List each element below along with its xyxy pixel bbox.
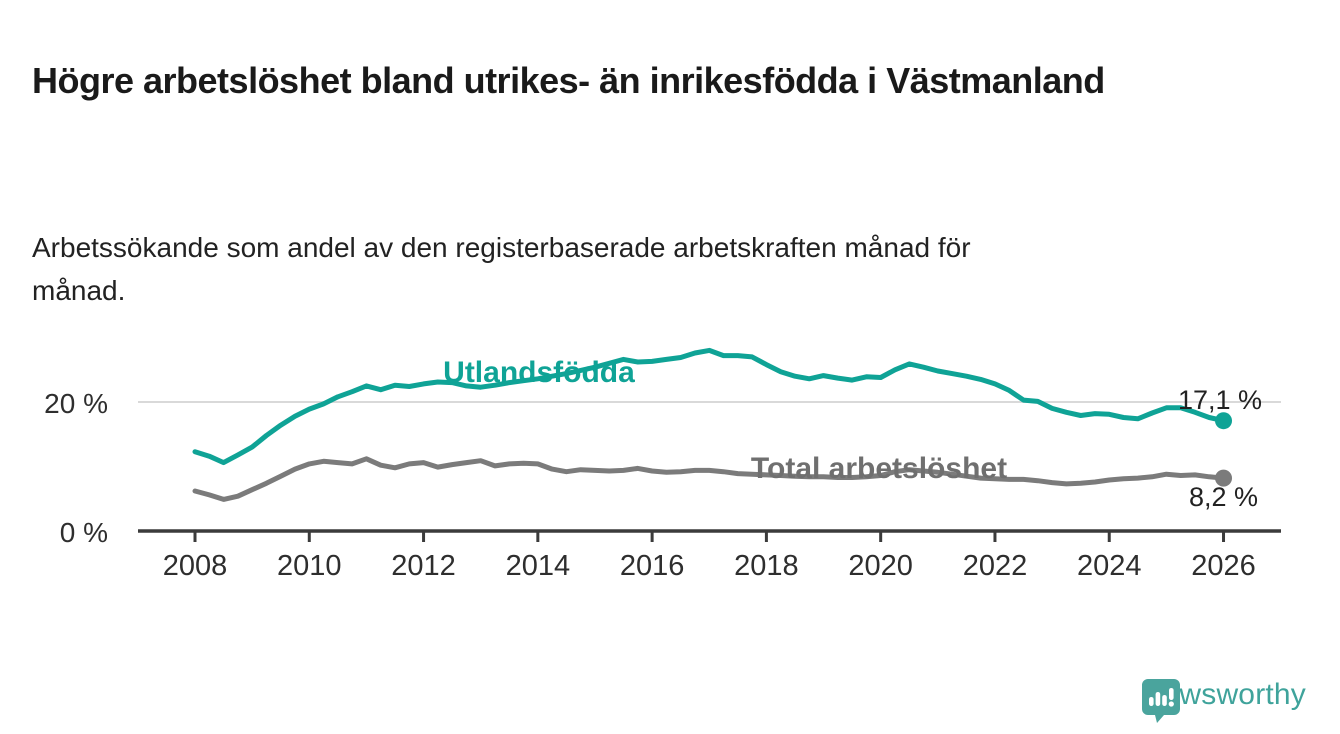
x-tick-label: 2024 <box>1077 550 1142 582</box>
page-title: Högre arbetslöshet bland utrikes- än inr… <box>32 60 1105 102</box>
series-label-total-arbetsloshet: Total arbetslöshet <box>750 452 1008 485</box>
series-line-utlandsfodda <box>192 347 1226 466</box>
end-dot-utlandsfodda <box>1215 412 1233 430</box>
line-chart: 2008 2010 2012 2014 2016 2018 2020 2022 2024 2026 <box>138 347 1281 582</box>
x-tick-label: 2012 <box>391 550 456 582</box>
x-tick-label: 2018 <box>734 550 799 582</box>
x-tick-label: 2014 <box>506 550 571 582</box>
x-tick-label: 2022 <box>963 550 1028 582</box>
x-tick-label: 2026 <box>1191 550 1256 582</box>
y-axis-label-20: 20 % <box>44 388 108 419</box>
newsworthy-logo-icon <box>1141 679 1180 723</box>
chart-subtitle: Arbetssökande som andel av den registerb… <box>32 232 971 307</box>
series-line-total <box>192 456 1226 502</box>
brand-footer: Newsworthy <box>1141 678 1306 723</box>
y-axis-label-0: 0 % <box>59 517 108 548</box>
end-value-label-total: 8,2 % <box>1188 482 1258 512</box>
end-dot-total <box>1215 469 1233 487</box>
end-value-label-utlandsfodda: 17,1 % <box>1177 385 1262 415</box>
x-tick-label: 2010 <box>277 550 342 582</box>
series-label-utlandsfodda: Utlandsfödda <box>443 356 635 389</box>
x-tick-label: 2016 <box>620 550 685 582</box>
x-tick-label: 2020 <box>848 550 913 582</box>
x-tick-label: 2008 <box>163 550 228 582</box>
